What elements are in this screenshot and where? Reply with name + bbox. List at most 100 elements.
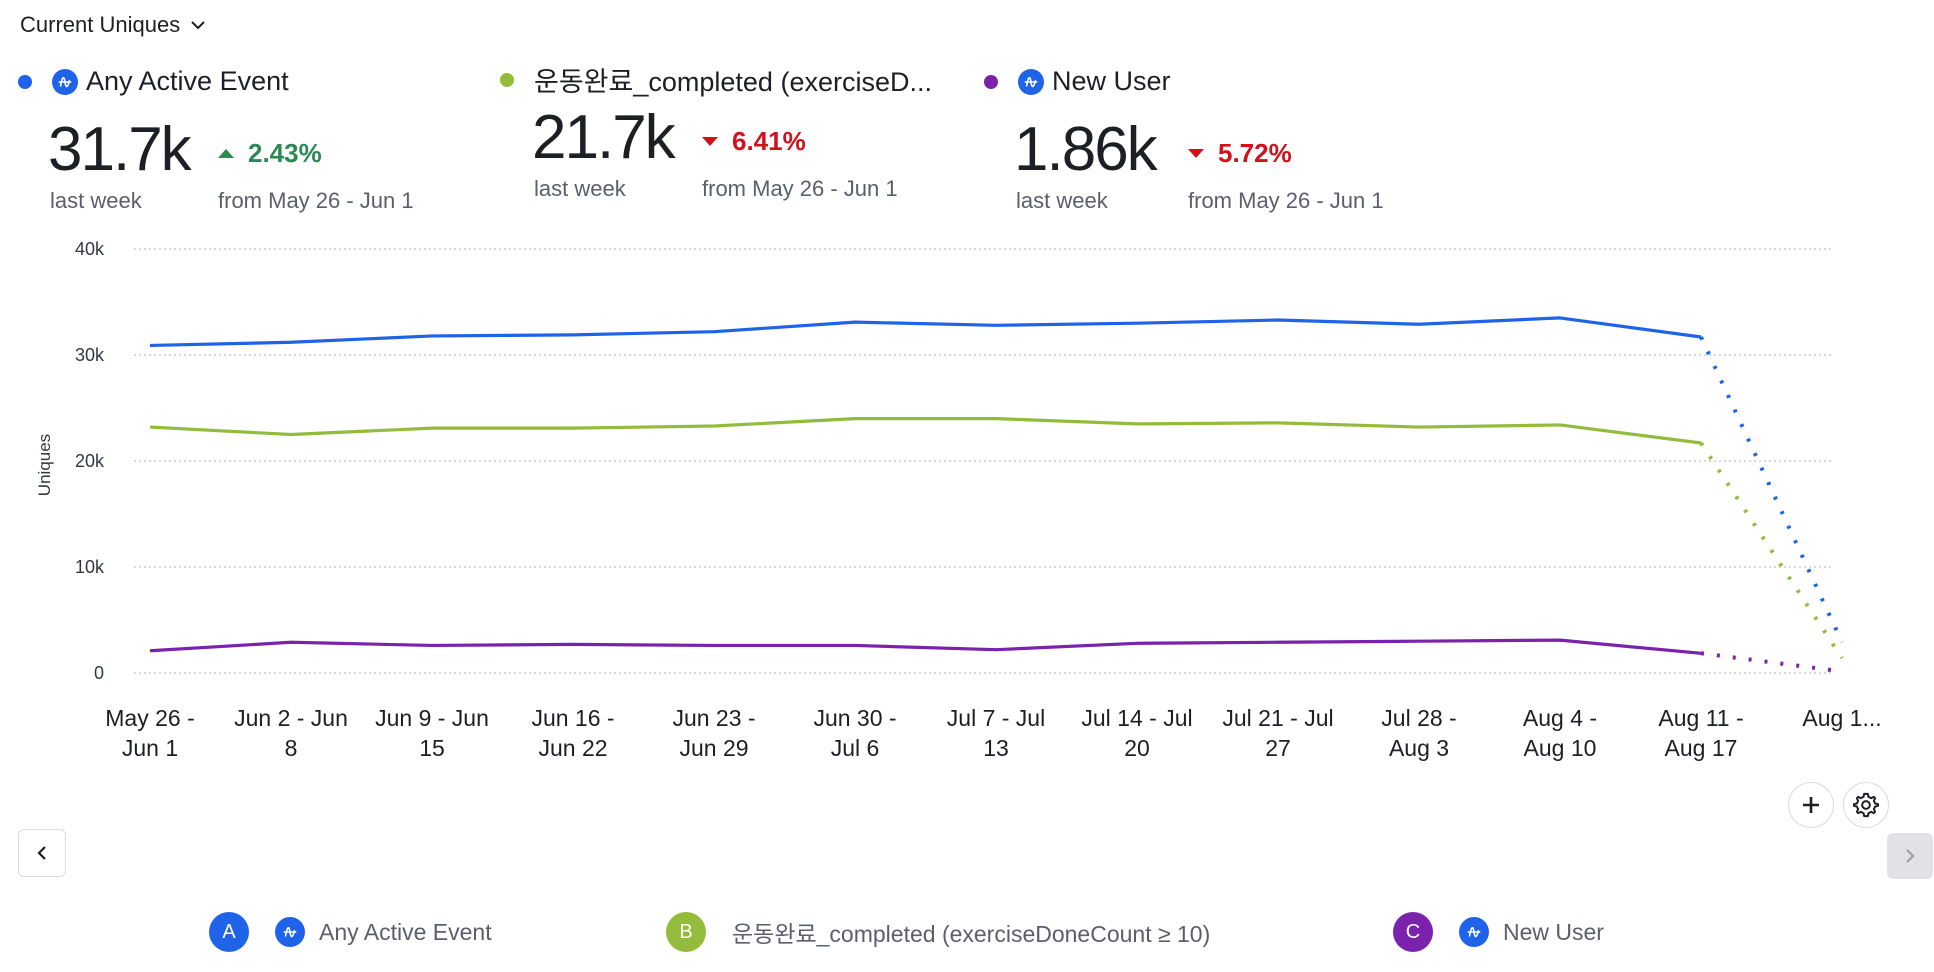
data-point[interactable] <box>426 639 438 651</box>
y-tick-label: 40k <box>75 239 105 259</box>
data-point[interactable] <box>1131 637 1143 649</box>
kpi-change: 6.41% <box>702 126 806 157</box>
data-point[interactable] <box>708 420 720 432</box>
x-tick-label: Jun 2 - Jun 8 <box>234 705 348 761</box>
data-point[interactable] <box>1836 665 1848 677</box>
legend-badge: A <box>209 912 249 952</box>
kpi-period: last week <box>50 188 142 213</box>
gear-icon <box>1852 792 1880 818</box>
data-point[interactable] <box>849 413 861 425</box>
y-axis-ticks: 0 10k 20k 30k 40k <box>75 239 105 683</box>
data-point[interactable] <box>567 422 579 434</box>
series-line-incomplete <box>1699 336 1844 644</box>
data-point[interactable] <box>285 636 297 648</box>
data-point[interactable] <box>1836 652 1848 664</box>
data-point[interactable] <box>144 339 156 351</box>
data-point[interactable] <box>1554 634 1566 646</box>
legend-badge: C <box>1393 912 1433 952</box>
data-point[interactable] <box>1413 421 1425 433</box>
kpi-label: Any Active Event <box>86 66 289 96</box>
legend-label: New User <box>1503 918 1604 945</box>
data-point[interactable] <box>426 422 438 434</box>
series-2 <box>144 413 1848 664</box>
series-line <box>149 316 1702 348</box>
kpi-change-value: 5.72% <box>1218 138 1292 168</box>
event-icon <box>52 68 78 95</box>
data-point[interactable] <box>285 336 297 348</box>
kpi-change-value: 6.41% <box>732 126 806 156</box>
data-point[interactable] <box>708 326 720 338</box>
kpi-header: Any Active Event <box>18 66 289 97</box>
data-point[interactable] <box>1272 417 1284 429</box>
metric-selector-label: Current Uniques <box>20 12 181 37</box>
x-tick-label: Jun 23 -Jun 29 <box>672 705 755 761</box>
series-color-dot <box>984 74 998 89</box>
y-tick-label: 30k <box>75 345 105 365</box>
data-point[interactable] <box>1131 418 1143 430</box>
series-line-incomplete <box>1699 441 1844 660</box>
data-point[interactable] <box>990 319 1002 331</box>
trend-down-icon <box>702 137 718 146</box>
legend-next-button[interactable] <box>1887 833 1933 879</box>
data-point[interactable] <box>285 429 297 441</box>
data-point[interactable] <box>849 316 861 328</box>
series-line-incomplete <box>1700 651 1843 674</box>
y-tick-label: 0 <box>94 663 104 683</box>
data-point[interactable] <box>990 644 1002 656</box>
event-icon <box>1018 68 1044 95</box>
plus-icon <box>1803 797 1819 813</box>
data-point[interactable] <box>567 638 579 650</box>
x-tick-label: Jul 14 - Jul 20 <box>1081 705 1192 761</box>
data-point[interactable] <box>144 645 156 657</box>
metric-selector-dropdown[interactable]: Current Uniques <box>20 12 206 38</box>
data-point[interactable] <box>849 639 861 651</box>
chevron-down-icon <box>191 21 205 30</box>
settings-button[interactable] <box>1843 782 1889 828</box>
kpi-value: 21.7k <box>532 103 676 172</box>
data-point[interactable] <box>1272 314 1284 326</box>
data-point[interactable] <box>1413 318 1425 330</box>
trend-up-icon <box>218 149 234 158</box>
kpi-period: last week <box>1016 188 1108 213</box>
x-axis-ticks: May 26 -Jun 1 Jun 2 - Jun 8 Jun 9 - Jun 15 Ju… <box>105 705 1881 761</box>
legend-item-c[interactable]: C New User <box>1393 912 1604 952</box>
kpi-header: New User <box>984 66 1171 97</box>
kpi-change-value: 2.43% <box>248 138 322 168</box>
data-point[interactable] <box>1836 636 1848 648</box>
legend-label: 운동완료_completed (exerciseDoneCount ≥ 10) <box>732 921 1211 947</box>
series-color-dot <box>500 72 514 87</box>
add-button[interactable] <box>1788 782 1834 828</box>
data-point[interactable] <box>1272 636 1284 648</box>
data-point[interactable] <box>708 639 720 651</box>
kpi-value: 31.7k <box>48 115 192 184</box>
kpi-period: last week <box>534 176 626 201</box>
data-point[interactable] <box>1131 317 1143 329</box>
chevron-left-icon <box>37 846 46 860</box>
kpi-comparison: from May 26 - Jun 1 <box>1188 188 1384 213</box>
chevron-right-icon <box>1906 849 1915 863</box>
data-point[interactable] <box>1413 635 1425 647</box>
series-lines <box>144 312 1848 677</box>
kpi-exercise-completed: 운동완료_completed (exerciseD... 21.7k 6.41%… <box>500 60 970 220</box>
data-point[interactable] <box>1695 331 1707 343</box>
kpi-header: 운동완료_completed (exerciseD... <box>500 60 932 99</box>
x-tick-label: Jul 28 -Aug 3 <box>1381 705 1456 761</box>
data-point[interactable] <box>1695 437 1707 449</box>
data-point[interactable] <box>567 329 579 341</box>
data-point[interactable] <box>990 413 1002 425</box>
y-tick-label: 10k <box>75 557 105 577</box>
legend-label: Any Active Event <box>319 918 492 945</box>
data-point[interactable] <box>1554 419 1566 431</box>
legend-badge: B <box>666 912 706 952</box>
data-point[interactable] <box>1695 647 1707 659</box>
legend-item-a[interactable]: A Any Active Event <box>209 912 492 952</box>
data-point[interactable] <box>1554 312 1566 324</box>
data-point[interactable] <box>144 421 156 433</box>
legend-item-b[interactable]: B 운동완료_completed (exerciseDoneCount ≥ 10… <box>666 912 1210 952</box>
kpi-comparison: from May 26 - Jun 1 <box>702 176 898 201</box>
kpi-label: New User <box>1052 66 1171 96</box>
x-tick-label: Aug 11 -Aug 17 <box>1658 705 1743 761</box>
data-point[interactable] <box>426 330 438 342</box>
series-3 <box>144 634 1848 677</box>
legend-prev-button[interactable] <box>18 829 66 877</box>
